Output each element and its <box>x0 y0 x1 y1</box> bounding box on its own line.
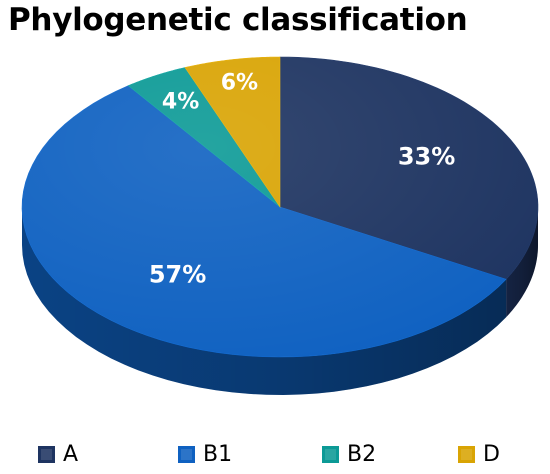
pie-side-shade-a <box>506 207 538 318</box>
data-label-b2: 4% <box>162 89 199 114</box>
legend-swatch-b2 <box>322 445 339 463</box>
legend-swatch-d <box>458 445 475 463</box>
legend-label-b2: B2 <box>347 441 377 467</box>
pie-data-labels: 33% 57% 4% 6% <box>149 71 455 289</box>
legend-item-b1: B1 <box>178 438 232 470</box>
legend-label-b1: B1 <box>203 441 233 467</box>
data-label-d: 6% <box>221 71 258 96</box>
legend-swatch-a <box>38 445 55 463</box>
pie-slices <box>21 56 539 358</box>
legend-item-a: A <box>38 438 78 470</box>
pie-side-shade-b1 <box>22 207 507 395</box>
legend: A B1 B2 D <box>0 438 550 470</box>
pie-sides <box>22 207 538 395</box>
chart-title: Phylogenetic classification <box>8 2 468 38</box>
data-label-b1: 57% <box>149 261 206 289</box>
data-label-a: 33% <box>398 143 455 171</box>
legend-label-d: D <box>483 441 500 467</box>
legend-item-d: D <box>458 438 500 470</box>
legend-swatch-b1 <box>178 445 195 463</box>
legend-label-a: A <box>63 441 79 467</box>
pie-top-sheen <box>22 57 538 357</box>
legend-item-b2: B2 <box>322 438 376 470</box>
